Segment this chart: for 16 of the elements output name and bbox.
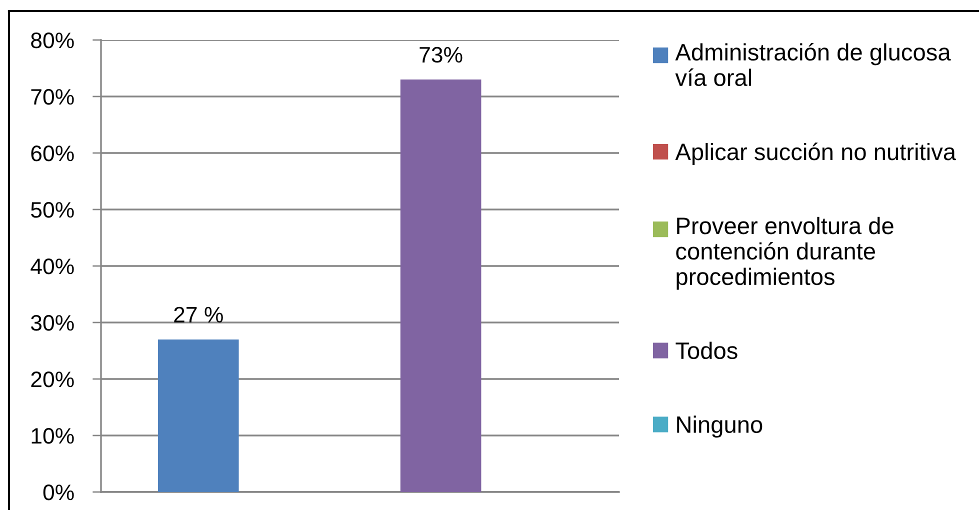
legend-label: Aplicar succión no nutritiva [675,142,956,165]
legend-label: Todos [676,342,738,360]
y-tick-label: 60% [31,146,74,162]
data-label: 27 % [174,306,223,322]
legend-label: Administración de glucosa vía oral [675,43,951,86]
data-label: 73% [420,46,462,63]
legend-label: Proveer envoltura de contención durante procedimientos [676,216,894,290]
y-tick-label: 70% [31,89,74,105]
y-tick-label: 50% [31,202,74,218]
y-tick-label: 40% [30,258,74,274]
legend-label: Ninguno [677,416,762,438]
y-tick-label: 80% [31,32,74,48]
y-tick-label: 20% [31,372,74,388]
y-tick-label: 10% [32,428,74,444]
y-tick-label: 30% [30,315,74,331]
y-tick-label: 0% [43,484,74,500]
